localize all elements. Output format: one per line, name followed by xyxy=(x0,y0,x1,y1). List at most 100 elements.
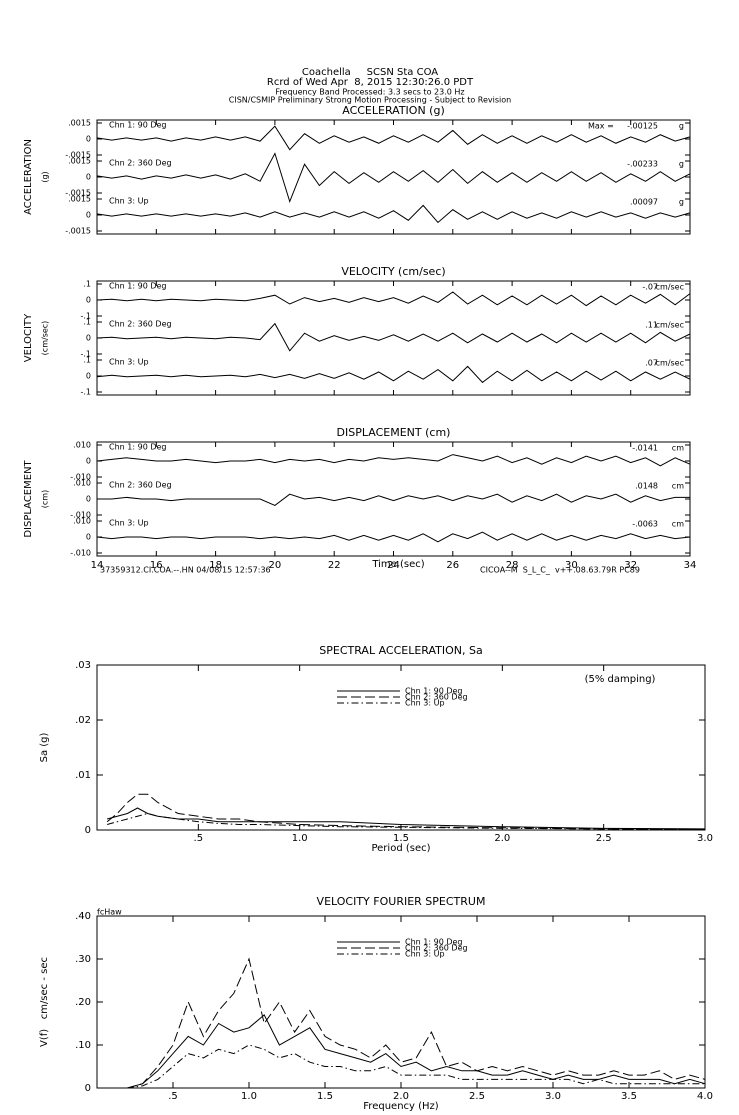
y-tick-label: -.0015 xyxy=(65,189,91,198)
channel-label: Chn 2: 360 Deg xyxy=(109,159,172,168)
trace xyxy=(96,152,691,204)
header-line: Coachella SCSN Sta COA xyxy=(302,67,438,78)
x-axis-label: Period (sec) xyxy=(371,843,430,854)
channel-label: Chn 3: Up xyxy=(109,519,149,528)
max-prefix: Max = xyxy=(588,122,616,131)
x-tick-label: 30 xyxy=(565,560,578,571)
x-tick-label: 2.5 xyxy=(596,833,612,844)
peak-label: .07 xyxy=(645,359,658,368)
peak-unit: cm/sec xyxy=(656,283,684,292)
x-tick-label: 32 xyxy=(624,560,637,571)
x-tick-label: 18 xyxy=(209,560,222,571)
x-tick-label: 2.5 xyxy=(469,1091,485,1102)
x-tick-label: 16 xyxy=(150,560,163,571)
x-tick-label: 34 xyxy=(684,560,697,571)
series-line xyxy=(112,957,706,1089)
series-line xyxy=(112,1044,705,1089)
x-tick-label: 26 xyxy=(446,560,459,571)
trace xyxy=(96,204,691,224)
x-axis-label: Time (sec) xyxy=(371,559,424,570)
y-tick-label: .02 xyxy=(75,715,91,726)
y-tick-label: -.010 xyxy=(70,473,91,482)
x-tick-label: 4.0 xyxy=(697,1091,713,1102)
y-tick-label: .01 xyxy=(75,770,91,781)
series-line xyxy=(106,812,706,830)
y-axis-label: V(f) cm/sec - sec xyxy=(39,957,50,1047)
panel-title: VELOCITY (cm/sec) xyxy=(341,265,445,278)
y-tick-label: -.010 xyxy=(70,511,91,520)
y-tick-label: .10 xyxy=(75,1040,91,1051)
y-tick-label: 0 xyxy=(85,1083,91,1094)
y-tick-label: 0 xyxy=(86,135,91,144)
x-tick-label: 3.0 xyxy=(697,833,713,844)
y-tick-label: -.010 xyxy=(70,549,91,558)
footer-left: 37359312.CI.COA.--.HN 04/08/15 12:57:36 xyxy=(100,566,271,575)
peak-unit: g xyxy=(679,198,684,207)
header-line: Frequency Band Processed: 3.3 secs to 23… xyxy=(275,88,464,97)
y-tick-label: .20 xyxy=(75,997,91,1008)
y-tick-label: -.1 xyxy=(80,388,91,397)
x-tick-label: 1.5 xyxy=(393,833,409,844)
panel-title: ACCELERATION (g) xyxy=(342,104,445,117)
trace xyxy=(96,531,691,543)
y-tick-label: .1 xyxy=(83,356,91,365)
corner-label: fcHaw xyxy=(97,908,122,917)
y-tick-label: 0 xyxy=(86,211,91,220)
footer-right: CICOA--M S_L_C_ v++.08.63.79R PC89 xyxy=(480,566,640,575)
y-tick-label: -.1 xyxy=(80,312,91,321)
trace xyxy=(96,125,691,151)
x-tick-label: 1.0 xyxy=(241,1091,257,1102)
y-tick-label: -.0015 xyxy=(65,151,91,160)
channel-label: Chn 3: Up xyxy=(109,197,149,206)
channel-label: Chn 2: 360 Deg xyxy=(109,320,172,329)
y-tick-label: 0 xyxy=(86,457,91,466)
x-tick-label: 2.0 xyxy=(393,1091,409,1102)
y-axis-label: DISPLACEMENT xyxy=(23,459,34,537)
channel-label: Chn 1: 90 Deg xyxy=(109,443,166,452)
x-tick-label: .5 xyxy=(168,1091,178,1102)
x-tick-label: 14 xyxy=(91,560,104,571)
x-tick-label: 2.0 xyxy=(494,833,510,844)
y-tick-label: .03 xyxy=(75,660,91,671)
y-tick-label: .0015 xyxy=(68,119,91,128)
x-tick-label: 24 xyxy=(387,560,400,571)
peak-label: .0148 xyxy=(635,482,658,491)
y-axis-label: VELOCITY xyxy=(23,313,34,362)
y-axis-unit: (cm/sec) xyxy=(41,321,50,356)
trace xyxy=(96,365,691,384)
x-tick-label: 3.5 xyxy=(621,1091,637,1102)
y-tick-label: 0 xyxy=(86,372,91,381)
x-tick-label: 1.0 xyxy=(292,833,308,844)
y-tick-label: .1 xyxy=(83,318,91,327)
peak-unit: cm xyxy=(672,482,684,491)
plot-frame xyxy=(96,664,706,831)
y-tick-label: .40 xyxy=(75,911,91,922)
legend-label: Chn 2: 360 Deg xyxy=(405,693,468,702)
y-axis-unit: (g) xyxy=(41,171,50,182)
peak-label: .11 xyxy=(645,321,658,330)
header-line: Rcrd of Wed Apr 8, 2015 12:30:26.0 PDT xyxy=(267,77,474,88)
plot-frame xyxy=(96,915,706,1089)
channel-label: Chn 3: Up xyxy=(109,358,149,367)
x-tick-label: 28 xyxy=(506,560,519,571)
legend-label: Chn 1: 90 Deg xyxy=(405,687,462,696)
legend-label: Chn 3: Up xyxy=(405,950,445,959)
peak-label: -.0063 xyxy=(632,520,658,529)
chart-title: VELOCITY FOURIER SPECTRUM xyxy=(317,895,486,908)
legend-label: Chn 2: 360 Deg xyxy=(405,944,468,953)
y-axis-unit: (cm) xyxy=(41,490,50,508)
y-tick-label: .0015 xyxy=(68,195,91,204)
trace xyxy=(97,493,690,506)
y-tick-label: 0 xyxy=(86,495,91,504)
peak-label: -.07 xyxy=(642,283,658,292)
peak-label: -.0141 xyxy=(632,444,658,453)
y-tick-label: .010 xyxy=(73,517,91,526)
y-tick-label: 0 xyxy=(85,825,91,836)
peak-unit: cm xyxy=(672,444,684,453)
trace xyxy=(96,291,691,307)
channel-label: Chn 1: 90 Deg xyxy=(109,121,166,130)
trace xyxy=(96,454,691,467)
peak-label: -.00233 xyxy=(627,160,658,169)
channel-label: Chn 1: 90 Deg xyxy=(109,282,166,291)
